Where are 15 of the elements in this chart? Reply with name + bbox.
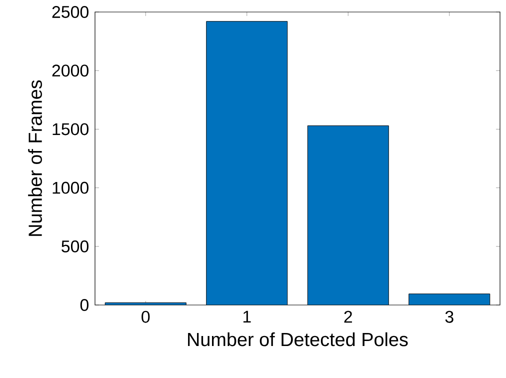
y-tick-label: 2000 [52,64,88,77]
x-tick-label: 0 [142,310,150,323]
x-tick-label: 3 [445,310,454,323]
x-axis-title: Number of Detected Poles [188,332,408,346]
y-tick-label: 1500 [52,123,88,136]
y-tick-label: 2500 [52,6,88,18]
x-tick-label: 1 [243,310,251,322]
y-tick-label: 500 [62,240,88,252]
bar [206,21,288,305]
bar [408,294,490,305]
y-axis-title: Number of Frames [28,80,42,236]
bar [308,126,389,305]
x-tick-label: 2 [344,310,352,323]
y-tick-label: 0 [80,299,88,311]
y-tick-label: 1000 [52,182,88,194]
